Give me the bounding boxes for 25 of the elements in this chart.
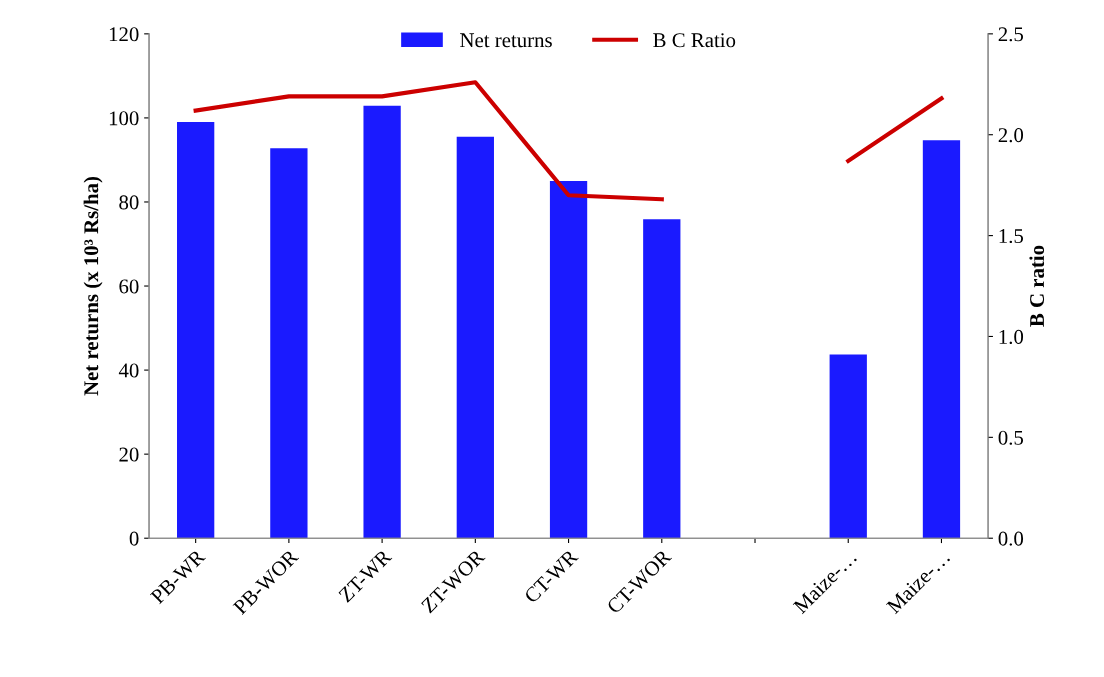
bar: [549, 180, 588, 539]
y2-tick-label: 2.0: [998, 128, 1024, 143]
y-axis-title: Net returns (x 10³ Rs/ha): [83, 176, 103, 396]
bar: [363, 105, 401, 539]
y2-tick-label: 1.0: [999, 329, 1024, 344]
bar: [643, 219, 681, 539]
bar: [270, 148, 308, 539]
y-tick-label: 40: [118, 363, 139, 378]
y-tick-label: 100: [109, 111, 139, 126]
y2-tick-label: 0.0: [998, 531, 1024, 546]
y-tick-label: 80: [119, 195, 139, 210]
bar: [829, 354, 867, 539]
y2-tick-label: 0.5: [998, 430, 1024, 445]
y2-tick-label: 2.5: [998, 27, 1024, 42]
y2-axis-title: B C ratio: [1029, 245, 1045, 327]
y-tick-label: 60: [119, 279, 139, 294]
y-tick-label: 0: [129, 531, 139, 546]
bar: [456, 136, 494, 539]
y-tick-label: 20: [119, 447, 139, 462]
y2-tick-label: 1.5: [999, 229, 1024, 244]
bar: [922, 140, 961, 539]
legend-label: B C Ratio: [653, 33, 736, 48]
bar: [177, 122, 215, 539]
legend-label: Net returns: [460, 33, 552, 48]
y-tick-label: 120: [109, 27, 139, 42]
